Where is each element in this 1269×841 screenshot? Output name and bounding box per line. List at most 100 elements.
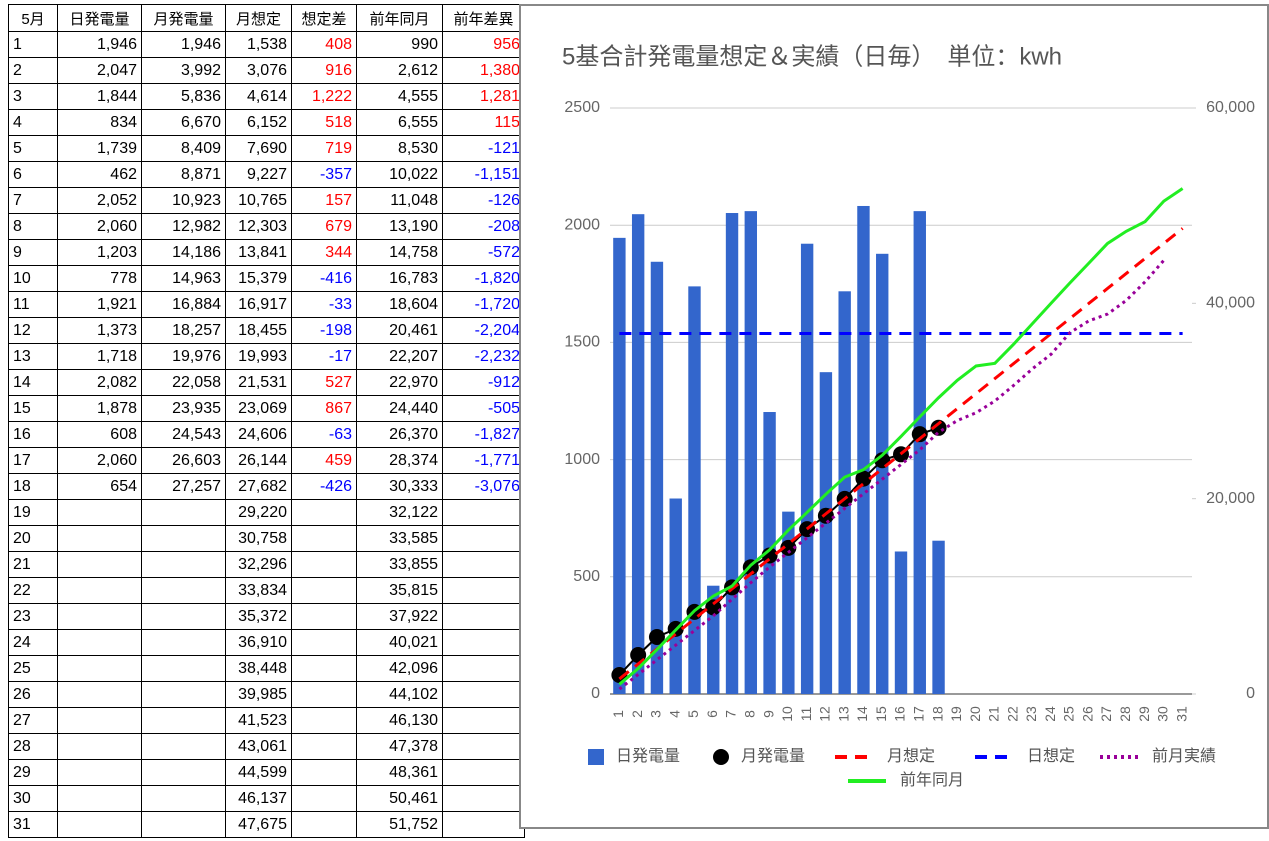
cell: -1,151	[442, 161, 525, 188]
cell: 6,152	[225, 109, 292, 136]
cell: 18,455	[225, 317, 292, 344]
cell: 608	[57, 421, 142, 448]
cell: 28	[8, 733, 58, 760]
cell: 4	[8, 109, 58, 136]
cell: 18	[8, 473, 58, 500]
x-tick-label: 18	[929, 706, 945, 722]
cell: 42,096	[356, 655, 443, 682]
x-tick-label: 13	[835, 706, 851, 722]
cell: -505	[442, 395, 525, 422]
legend-label: 月発電量	[741, 747, 805, 765]
cell: 654	[57, 473, 142, 500]
cell	[141, 707, 226, 734]
table-row: 31 47,675 51,752	[8, 811, 525, 838]
cell	[291, 629, 357, 656]
y-tick-label: 2500	[564, 99, 600, 116]
cell: 17	[8, 447, 58, 474]
cell: 16,884	[141, 291, 226, 318]
table-row: 16 608 24,543 24,606 -63 26,370 -1,827	[8, 421, 525, 448]
table-row: 8 2,060 12,982 12,303 679 13,190 -208	[8, 213, 525, 240]
x-tick-label: 10	[779, 706, 795, 722]
cell: 39,985	[225, 681, 292, 708]
cell: 24,606	[225, 421, 292, 448]
cell: 7	[8, 187, 58, 214]
cell: 2,047	[57, 57, 142, 84]
cell: 月想定	[225, 4, 292, 32]
cell	[291, 525, 357, 552]
cell: 35,815	[356, 577, 443, 604]
cell: 13,190	[356, 213, 443, 240]
cell: 19,976	[141, 343, 226, 370]
cell	[291, 811, 357, 838]
x-tick-label: 16	[892, 706, 908, 722]
cell: -912	[442, 369, 525, 396]
x-tick-label: 12	[817, 706, 833, 722]
cell: 27,682	[225, 473, 292, 500]
cell	[442, 759, 525, 786]
cell: 想定差	[291, 4, 357, 32]
cell	[57, 577, 142, 604]
table-row: 25 38,448 42,096	[8, 655, 525, 682]
cell: 13,841	[225, 239, 292, 266]
cell: 462	[57, 161, 142, 188]
cell: 1,281	[442, 83, 525, 110]
cell: 24,543	[141, 421, 226, 448]
chart-frame	[519, 4, 1269, 829]
cell: -17	[291, 343, 357, 370]
cell	[442, 785, 525, 812]
dot	[855, 470, 872, 487]
cell	[291, 707, 357, 734]
cell: -33	[291, 291, 357, 318]
cell	[57, 759, 142, 786]
cell: 4,555	[356, 83, 443, 110]
x-tick-label: 17	[910, 706, 926, 722]
cell: -208	[442, 213, 525, 240]
chart: 5基合計発電量想定＆実績（日毎） 単位：kwh 0 500 1000 1500 2000…	[519, 4, 1269, 829]
chart-title: 5基合計発電量想定＆実績（日毎） 単位：kwh	[562, 43, 1062, 70]
cell	[291, 759, 357, 786]
table-row: 19 29,220 32,122	[8, 499, 525, 526]
cell	[442, 499, 525, 526]
cell: 30,758	[225, 525, 292, 552]
cell: 46,137	[225, 785, 292, 812]
cell: -1,771	[442, 447, 525, 474]
cell: 14	[8, 369, 58, 396]
cell: 33,585	[356, 525, 443, 552]
bar	[894, 551, 908, 694]
cell: 12	[8, 317, 58, 344]
legend-label: 日想定	[1027, 747, 1075, 765]
cell	[141, 525, 226, 552]
cell: 3	[8, 83, 58, 110]
cell: 41,523	[225, 707, 292, 734]
x-tick-label: 1	[610, 710, 626, 718]
cell	[291, 577, 357, 604]
cell: 1,946	[141, 31, 226, 58]
cell: 1,203	[57, 239, 142, 266]
cell: 40,021	[356, 629, 443, 656]
cell	[291, 499, 357, 526]
cell: 21	[8, 551, 58, 578]
cell: 408	[291, 31, 357, 58]
cell: 20,461	[356, 317, 443, 344]
x-tick-label: 29	[1136, 706, 1152, 722]
cell	[442, 525, 525, 552]
y2-tick-label: 0	[1246, 685, 1255, 702]
cell	[442, 707, 525, 734]
x-tick-label: 14	[854, 706, 870, 722]
table-row: 7 2,052 10,923 10,765 157 11,048 -126	[8, 187, 525, 214]
table-row: 5 1,739 8,409 7,690 719 8,530 -121	[8, 135, 525, 162]
cell: 4,614	[225, 83, 292, 110]
cell: 2,060	[57, 447, 142, 474]
dot	[780, 539, 797, 556]
cell: -1,827	[442, 421, 525, 448]
cell: 115	[442, 109, 525, 136]
cell: 3,076	[225, 57, 292, 84]
x-tick-label: 28	[1117, 706, 1133, 722]
cell	[141, 655, 226, 682]
cell: 5,836	[141, 83, 226, 110]
cell: 18,257	[141, 317, 226, 344]
cell: 26,144	[225, 447, 292, 474]
legend-swatch	[588, 749, 604, 765]
cell: -426	[291, 473, 357, 500]
